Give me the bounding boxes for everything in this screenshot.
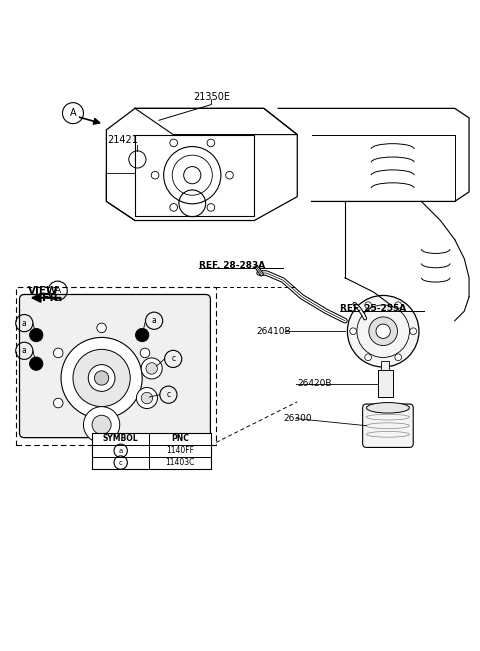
Text: 26420B: 26420B [297, 380, 332, 388]
FancyBboxPatch shape [20, 294, 210, 437]
Circle shape [146, 363, 157, 374]
Circle shape [30, 357, 43, 370]
Circle shape [53, 398, 63, 408]
Circle shape [135, 328, 149, 342]
Bar [92, 433, 211, 469]
Text: PNC: PNC [171, 434, 189, 443]
Text: REF. 28-283A: REF. 28-283A [199, 261, 266, 270]
Circle shape [53, 348, 63, 357]
Text: 1140FF: 1140FF [167, 447, 194, 455]
Text: REF. 25-255A: REF. 25-255A [340, 304, 407, 313]
Circle shape [170, 204, 178, 211]
Circle shape [226, 171, 233, 179]
Circle shape [140, 398, 150, 408]
Circle shape [140, 348, 150, 357]
Circle shape [141, 358, 162, 379]
Circle shape [30, 328, 43, 342]
Text: 26410B: 26410B [257, 327, 291, 336]
Text: FR.: FR. [42, 293, 62, 303]
Circle shape [97, 423, 107, 433]
Text: a: a [152, 316, 156, 326]
Text: 21421: 21421 [108, 135, 139, 145]
Circle shape [207, 139, 215, 146]
Text: a: a [22, 318, 27, 327]
Text: A: A [70, 108, 76, 118]
Circle shape [395, 302, 402, 309]
Circle shape [365, 302, 372, 309]
Circle shape [365, 354, 372, 361]
Text: a: a [22, 346, 27, 355]
Circle shape [92, 415, 111, 434]
Circle shape [97, 323, 107, 333]
Bar [381, 361, 389, 370]
Circle shape [170, 139, 178, 146]
Circle shape [136, 387, 157, 409]
Text: SYMBOL: SYMBOL [103, 434, 139, 443]
FancyBboxPatch shape [363, 404, 413, 447]
Ellipse shape [366, 402, 409, 413]
Circle shape [369, 317, 397, 346]
Text: 11403C: 11403C [166, 458, 195, 467]
Bar [378, 370, 393, 397]
Text: a: a [119, 448, 123, 454]
Circle shape [88, 365, 115, 391]
Text: c: c [167, 390, 170, 399]
Circle shape [73, 350, 130, 407]
Circle shape [84, 407, 120, 443]
Text: c: c [171, 354, 175, 363]
Circle shape [95, 371, 109, 385]
Circle shape [151, 171, 159, 179]
Circle shape [61, 337, 142, 419]
Circle shape [410, 328, 417, 335]
Circle shape [348, 296, 419, 367]
Circle shape [129, 151, 146, 168]
Text: A: A [55, 286, 61, 295]
Circle shape [376, 324, 390, 339]
Text: c: c [119, 460, 122, 465]
Circle shape [350, 328, 357, 335]
Circle shape [141, 393, 153, 404]
Text: VIEW: VIEW [28, 286, 58, 296]
Circle shape [395, 354, 402, 361]
Text: 26300: 26300 [283, 414, 312, 423]
Text: 21350E: 21350E [193, 92, 230, 102]
Circle shape [207, 204, 215, 211]
